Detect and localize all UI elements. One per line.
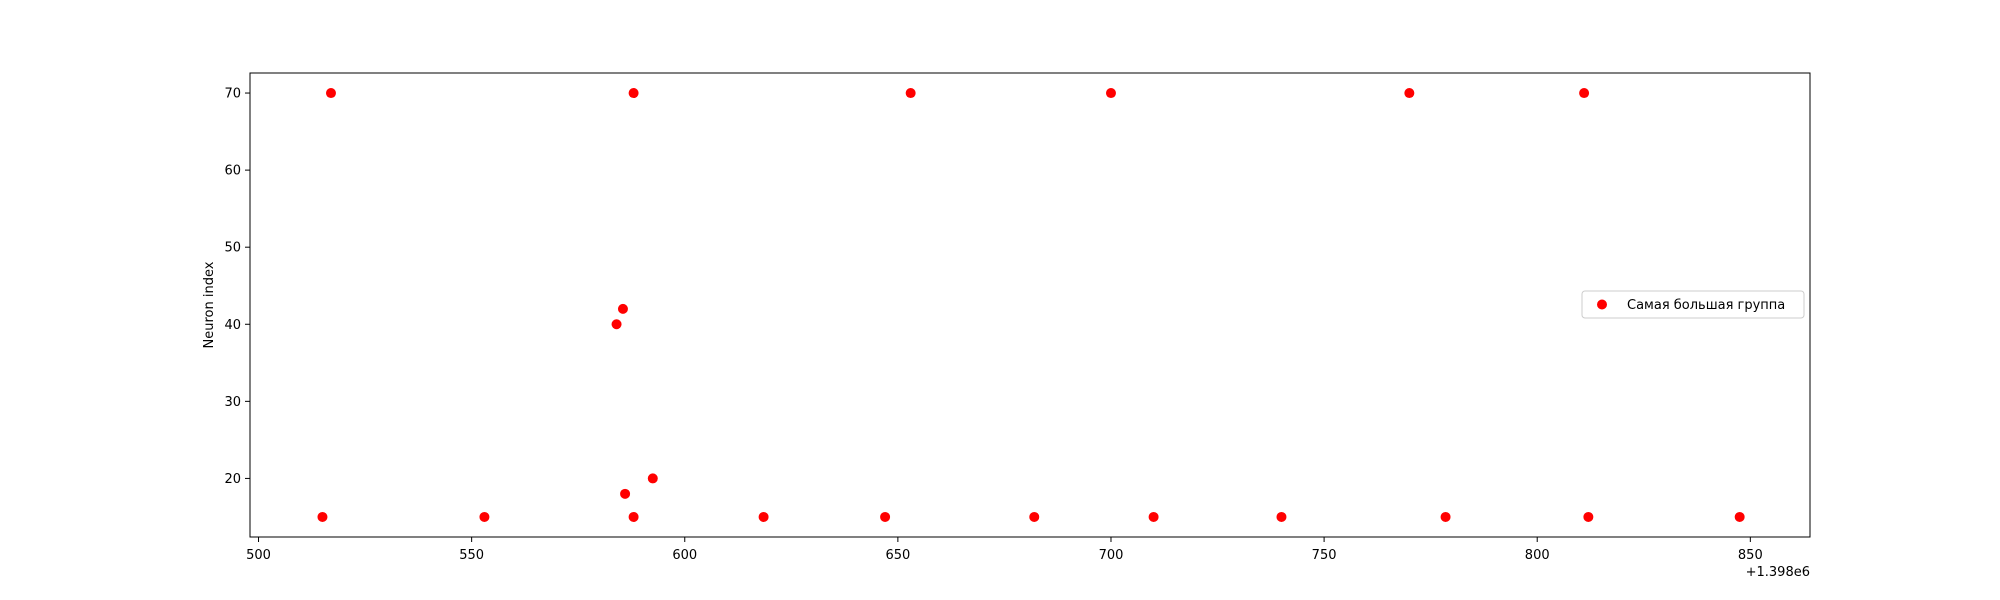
data-point bbox=[628, 511, 639, 522]
x-tick-label: 700 bbox=[1099, 548, 1124, 563]
data-point bbox=[905, 88, 916, 99]
x-tick-label: 850 bbox=[1738, 548, 1763, 563]
legend-box bbox=[1581, 290, 1805, 319]
data-point bbox=[1579, 88, 1590, 99]
data-point bbox=[647, 473, 658, 484]
data-point bbox=[880, 511, 891, 522]
data-point bbox=[617, 303, 628, 314]
y-tick-label: 30 bbox=[224, 395, 241, 410]
y-tick-label: 20 bbox=[224, 472, 241, 487]
x-tick-label: 650 bbox=[885, 548, 910, 563]
data-point bbox=[1148, 511, 1159, 522]
legend-entry-label: Самая большая группа bbox=[1627, 298, 1785, 313]
x-tick-label: 500 bbox=[246, 548, 271, 563]
data-point bbox=[1440, 511, 1451, 522]
y-tick-label: 60 bbox=[224, 164, 241, 179]
data-point bbox=[325, 88, 336, 99]
plot-area-frame bbox=[249, 72, 1811, 538]
x-tick-label: 800 bbox=[1525, 548, 1550, 563]
data-point bbox=[1404, 88, 1415, 99]
y-tick-label: 70 bbox=[224, 87, 241, 102]
data-point bbox=[611, 319, 622, 330]
data-point bbox=[1029, 511, 1040, 522]
data-point bbox=[620, 488, 631, 499]
data-point bbox=[758, 511, 769, 522]
x-axis-offset-label: +1.398e6 bbox=[1746, 565, 1810, 580]
data-point bbox=[628, 88, 639, 99]
y-tick-label: 40 bbox=[224, 318, 241, 333]
legend: Самая большая группа bbox=[1581, 290, 1805, 319]
data-point bbox=[317, 511, 328, 522]
points-layer bbox=[317, 88, 1745, 522]
legend-marker bbox=[1597, 299, 1607, 310]
x-tick-label: 550 bbox=[459, 548, 484, 563]
data-point bbox=[479, 511, 490, 522]
data-point bbox=[1583, 511, 1594, 522]
data-point bbox=[1734, 511, 1745, 522]
ticks-layer: 500 550 600 650 700 750 800 850 20 30 40 50 60 70 bbox=[224, 87, 1762, 563]
x-tick-label: 600 bbox=[672, 548, 697, 563]
data-point bbox=[1105, 88, 1116, 99]
y-axis-label: Neuron index bbox=[202, 261, 217, 348]
data-point bbox=[1276, 511, 1287, 522]
x-tick-label: 750 bbox=[1312, 548, 1337, 563]
y-tick-label: 50 bbox=[224, 241, 241, 256]
